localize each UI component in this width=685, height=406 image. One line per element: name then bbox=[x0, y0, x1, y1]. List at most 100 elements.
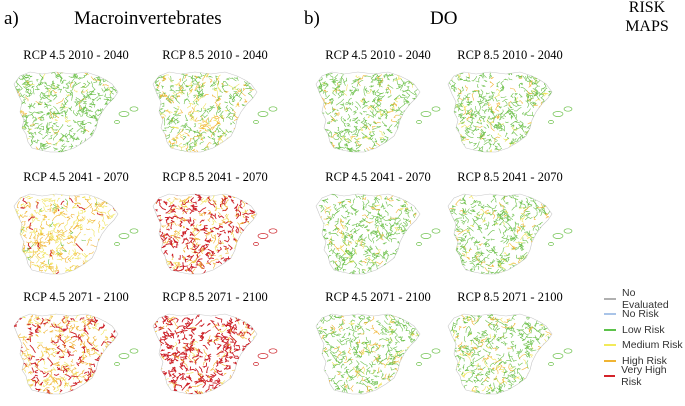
balearic-island bbox=[268, 106, 278, 112]
balearic-island bbox=[416, 242, 422, 246]
balearic-island bbox=[431, 228, 441, 234]
balearic-island bbox=[129, 228, 139, 234]
panel-a-title: Macroinvertebrates bbox=[74, 8, 222, 29]
balearic-island bbox=[118, 233, 130, 239]
balearic-island bbox=[114, 120, 120, 124]
peninsula-outline bbox=[13, 193, 119, 275]
peninsula-outline bbox=[315, 193, 421, 275]
map-a-rcp45-2071-2100: RCP 4.5 2071 - 2100 bbox=[6, 290, 146, 398]
balearic-island bbox=[257, 233, 269, 239]
legend-item-very-high-risk: Very High Risk bbox=[604, 364, 685, 388]
panel-b-title: DO bbox=[430, 8, 458, 29]
legend-item-no-risk: No Risk bbox=[604, 307, 685, 323]
legend-swatch-medium-risk bbox=[604, 344, 616, 347]
balearic-island bbox=[552, 233, 564, 239]
legend-item-low-risk: Low Risk bbox=[604, 322, 685, 338]
legend-label-high-risk: High Risk bbox=[622, 354, 667, 367]
balearic-island bbox=[563, 348, 573, 354]
spain-river-map bbox=[152, 193, 278, 275]
map-label: RCP 4.5 2041 - 2070 bbox=[325, 170, 431, 184]
balearic-island bbox=[431, 348, 441, 354]
map-label: RCP 8.5 2041 - 2070 bbox=[457, 170, 563, 184]
balearic-island bbox=[253, 362, 259, 366]
map-b-rcp85-2041-2070: RCP 8.5 2041 - 2070 bbox=[440, 170, 580, 278]
spain-river-map bbox=[447, 193, 573, 275]
balearic-island bbox=[129, 348, 139, 354]
balearic-island bbox=[420, 353, 432, 359]
balearic-island bbox=[552, 111, 564, 117]
legend-item-no-evaluated: No Evaluated bbox=[604, 287, 685, 311]
legend-swatch-no-risk bbox=[604, 313, 616, 316]
legend-label-very-high-risk: Very High Risk bbox=[621, 364, 667, 389]
balearic-island bbox=[548, 242, 554, 246]
risk-maps-title: RISK MAPS bbox=[612, 0, 682, 36]
spain-river-map bbox=[315, 71, 441, 153]
legend-swatch-high-risk bbox=[604, 359, 616, 362]
map-label: RCP 8.5 2071 - 2100 bbox=[162, 290, 268, 304]
balearic-island bbox=[416, 362, 422, 366]
river-segments bbox=[448, 194, 552, 274]
balearic-island bbox=[420, 233, 432, 239]
balearic-island bbox=[118, 353, 130, 359]
map-label: RCP 4.5 2010 - 2040 bbox=[23, 48, 129, 62]
map-label: RCP 4.5 2041 - 2070 bbox=[23, 170, 129, 184]
balearic-island bbox=[548, 120, 554, 124]
risk-maps-title-line1: RISK bbox=[628, 0, 666, 16]
peninsula-outline bbox=[315, 71, 421, 153]
balearic-island bbox=[253, 120, 259, 124]
balearic-island bbox=[563, 106, 573, 112]
peninsula-outline bbox=[152, 193, 258, 275]
risk-maps-title-line2: MAPS bbox=[625, 18, 669, 35]
panel-a-letter: a) bbox=[4, 8, 19, 29]
spain-river-map bbox=[315, 313, 441, 395]
river-segments bbox=[153, 72, 257, 152]
legend-swatch-very-high-risk bbox=[604, 375, 616, 378]
map-a-rcp85-2010-2040: RCP 8.5 2010 - 2040 bbox=[145, 48, 285, 156]
spain-river-map bbox=[447, 313, 573, 395]
spain-river-map bbox=[13, 71, 139, 153]
spain-river-map bbox=[13, 193, 139, 275]
map-b-rcp45-2010-2040: RCP 4.5 2010 - 2040 bbox=[308, 48, 448, 156]
balearic-island bbox=[129, 106, 139, 112]
legend-label-no-evaluated: No Evaluated bbox=[622, 286, 669, 311]
map-label: RCP 8.5 2041 - 2070 bbox=[162, 170, 268, 184]
map-b-rcp45-2071-2100: RCP 4.5 2071 - 2100 bbox=[308, 290, 448, 398]
balearic-island bbox=[268, 228, 278, 234]
map-b-rcp85-2071-2100: RCP 8.5 2071 - 2100 bbox=[440, 290, 580, 398]
map-label: RCP 8.5 2071 - 2100 bbox=[457, 290, 563, 304]
map-a-rcp85-2071-2100: RCP 8.5 2071 - 2100 bbox=[145, 290, 285, 398]
peninsula-outline bbox=[315, 313, 421, 395]
legend-item-high-risk: High Risk bbox=[604, 353, 685, 369]
spain-river-map bbox=[13, 313, 139, 395]
balearic-island bbox=[416, 120, 422, 124]
legend-swatch-low-risk bbox=[604, 328, 616, 331]
balearic-island bbox=[431, 106, 441, 112]
legend-label-medium-risk: Medium Risk bbox=[622, 339, 683, 352]
legend-swatch-no-evaluated bbox=[604, 297, 616, 300]
peninsula-outline bbox=[13, 313, 119, 395]
map-a-rcp45-2010-2040: RCP 4.5 2010 - 2040 bbox=[6, 48, 146, 156]
balearic-island bbox=[268, 348, 278, 354]
legend-item-medium-risk: Medium Risk bbox=[604, 338, 685, 354]
map-a-rcp45-2041-2070: RCP 4.5 2041 - 2070 bbox=[6, 170, 146, 278]
spain-river-map bbox=[315, 193, 441, 275]
map-label: RCP 4.5 2010 - 2040 bbox=[325, 48, 431, 62]
map-label: RCP 4.5 2071 - 2100 bbox=[23, 290, 129, 304]
map-b-rcp85-2010-2040: RCP 8.5 2010 - 2040 bbox=[440, 48, 580, 156]
map-a-rcp85-2041-2070: RCP 8.5 2041 - 2070 bbox=[145, 170, 285, 278]
balearic-island bbox=[420, 111, 432, 117]
balearic-island bbox=[257, 111, 269, 117]
map-label: RCP 8.5 2010 - 2040 bbox=[457, 48, 563, 62]
balearic-island bbox=[118, 111, 130, 117]
spain-river-map bbox=[152, 313, 278, 395]
balearic-island bbox=[563, 228, 573, 234]
legend-label-low-risk: Low Risk bbox=[622, 323, 665, 336]
spain-river-map bbox=[152, 71, 278, 153]
balearic-island bbox=[552, 353, 564, 359]
balearic-island bbox=[257, 353, 269, 359]
balearic-island bbox=[548, 362, 554, 366]
map-label: RCP 8.5 2010 - 2040 bbox=[162, 48, 268, 62]
risk-legend: No Evaluated No Risk Low Risk Medium Ris… bbox=[604, 287, 685, 388]
map-b-rcp45-2041-2070: RCP 4.5 2041 - 2070 bbox=[308, 170, 448, 278]
legend-label-no-risk: No Risk bbox=[622, 308, 659, 321]
